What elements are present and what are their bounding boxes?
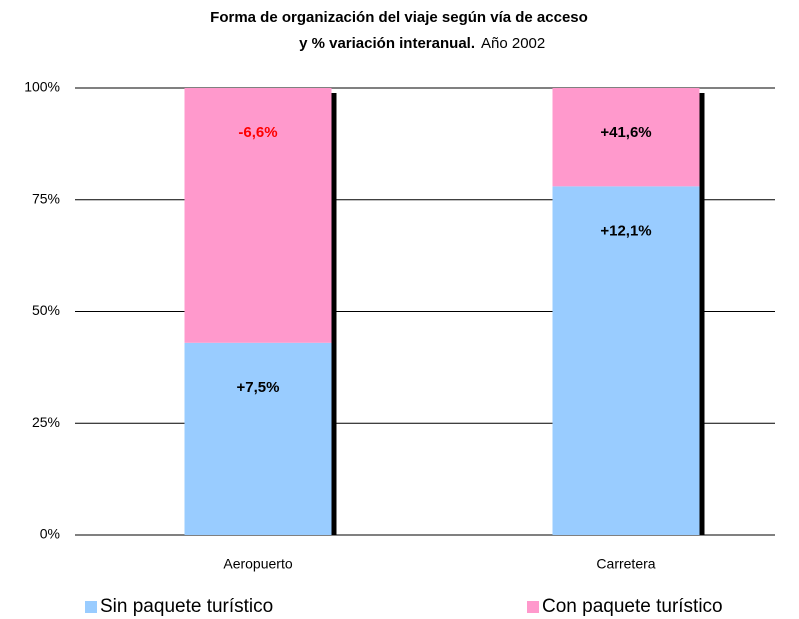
chart-title: y % variación interanual. [299,35,475,52]
bar-annotation: +12,1% [600,222,651,239]
chart-subtitle: Año 2002 [481,35,545,52]
y-tick-label: 50% [32,302,60,318]
bar-annotation: +7,5% [237,379,280,396]
legend-label: Con paquete turístico [542,596,723,617]
bar-annotation: -6,6% [238,124,277,141]
bar-segment [552,88,700,187]
bar-segment [184,88,332,343]
legend-swatch [85,601,97,613]
x-tick-label: Aeropuerto [223,556,292,572]
bar-segment [184,342,332,535]
y-tick-label: 100% [24,79,60,95]
bar-shadow [331,93,337,535]
y-tick-label: 75% [32,190,60,206]
bar-shadow [699,93,705,535]
bar-segment [552,186,700,535]
x-tick-label: Carretera [596,556,655,572]
legend-swatch [527,601,539,613]
y-tick-label: 0% [40,526,60,542]
y-tick-label: 25% [32,414,60,430]
legend-label: Sin paquete turístico [100,596,273,617]
bar-annotation: +41,6% [600,124,651,141]
chart-title: Forma de organización del viaje según ví… [210,9,588,26]
